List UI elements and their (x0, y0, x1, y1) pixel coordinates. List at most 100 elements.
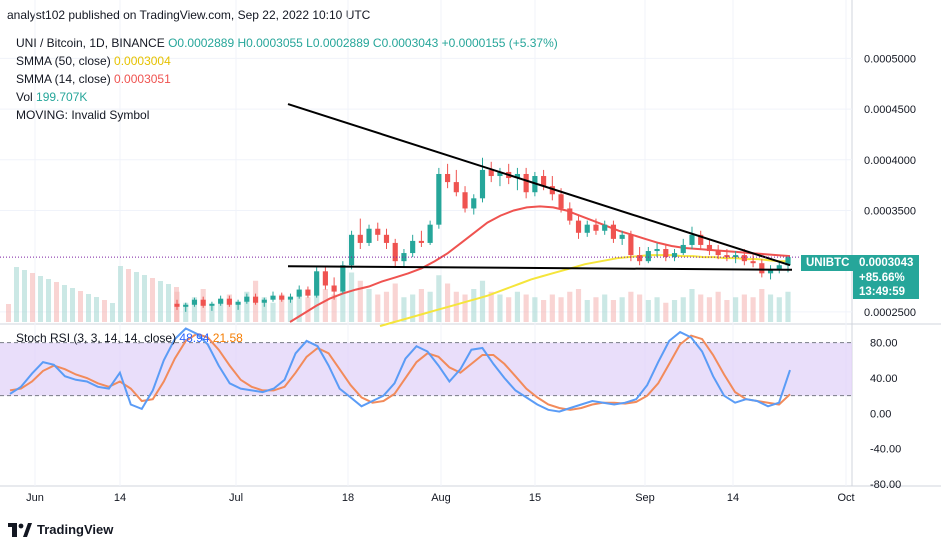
volume-bar (488, 291, 494, 322)
volume-bar (279, 294, 285, 322)
candle-body (244, 296, 250, 302)
volume-bar (118, 266, 123, 322)
volume-bar (305, 297, 311, 322)
volume-bar (584, 300, 590, 322)
legend-volume-row: Vol 199.707K (16, 88, 558, 106)
volume-bar (166, 284, 171, 322)
volume-bar (759, 289, 765, 322)
volume-bar (750, 297, 756, 322)
candle-body (305, 289, 311, 296)
volume-bar (575, 289, 582, 322)
volume-bar (619, 297, 625, 322)
candle-body (514, 173, 520, 179)
candle-body (750, 261, 756, 264)
candle-body (252, 296, 259, 303)
smma50-value: 0.0003004 (114, 54, 171, 68)
volume-bar (593, 297, 599, 322)
volume-bar (150, 278, 155, 322)
candle-body (462, 192, 468, 209)
volume-bar (22, 270, 27, 322)
candle-body (671, 253, 678, 258)
volume-bar (602, 294, 608, 322)
candle-body (637, 255, 643, 262)
volume-bar (392, 283, 398, 322)
candle-body (331, 285, 337, 292)
volume-bar (287, 300, 294, 322)
candle-body (418, 240, 424, 243)
candle-body (235, 301, 241, 305)
volume-label[interactable]: Vol (16, 90, 33, 104)
volume-bar (38, 276, 43, 322)
volume-bar (567, 291, 573, 322)
volume-bar (244, 291, 250, 322)
volume-bar (671, 300, 678, 322)
volume-bar (541, 300, 547, 322)
volume-bar (776, 297, 782, 322)
legend-smma50-row: SMMA (50, close) 0.0003004 (16, 52, 558, 70)
volume-bar (158, 281, 163, 322)
candle-body (218, 298, 224, 304)
candle-body (680, 244, 686, 254)
volume-bar (383, 291, 390, 322)
time-tick-label: 14 (727, 492, 739, 504)
candle-body (575, 220, 582, 233)
price-badge: 0.0003043 +85.66% 13:49:59 (853, 255, 919, 299)
candle-body (654, 249, 660, 252)
ohlc-values: O0.0002889 H0.0003055 L0.0002889 C0.0003… (168, 36, 558, 50)
tradingview-logo-icon (8, 522, 32, 537)
candle-body (593, 224, 599, 231)
volume-bar (767, 294, 774, 322)
candle-body (479, 169, 486, 199)
volume-bar (62, 285, 67, 322)
volume-bar (357, 280, 363, 322)
volume-bar (191, 297, 198, 322)
moving-label[interactable]: MOVING: Invalid Symbol (16, 108, 150, 122)
stoch-label[interactable]: Stoch RSI (3, 3, 14, 14, close) (16, 331, 177, 345)
volume-bar (142, 275, 147, 322)
candle-body (445, 173, 451, 183)
candle-body (296, 289, 302, 297)
candle-body (785, 257, 791, 266)
candle-body (340, 265, 346, 292)
volume-bar (366, 289, 372, 322)
candle-body (602, 224, 608, 231)
volume-bar (348, 272, 355, 322)
volume-bar (331, 294, 337, 322)
candle-body (733, 255, 739, 258)
volume-bar (235, 302, 241, 322)
volume-bar (610, 300, 617, 322)
candle-body (610, 224, 617, 239)
volume-bar (261, 297, 267, 322)
candle-body (191, 299, 198, 305)
volume-bar (340, 291, 346, 322)
time-tick-label: 18 (342, 492, 354, 504)
candle-body (715, 251, 721, 256)
candle-body (767, 269, 774, 274)
stoch-k-value: 48.94 (179, 331, 210, 345)
stoch-d-value: 21.58 (212, 331, 243, 345)
candle-body (724, 255, 730, 258)
volume-bar (479, 280, 486, 322)
volume-bar (418, 289, 424, 322)
smma14-label[interactable]: SMMA (14, close) (16, 72, 111, 86)
volume-bar (445, 283, 451, 322)
volume-bar (401, 297, 407, 322)
volume-bar (296, 291, 302, 322)
candle-body (392, 242, 398, 262)
current-price: 0.0003043 (859, 257, 914, 269)
smma14-value: 0.0003051 (114, 72, 171, 86)
volume-bar (506, 297, 512, 322)
smma50-label[interactable]: SMMA (50, close) (16, 54, 111, 68)
volume-bar (218, 300, 224, 322)
candle-countdown: 13:49:59 (859, 286, 906, 298)
volume-bar (523, 294, 529, 322)
tradingview-logo-text: TradingView (37, 522, 114, 537)
volume-bar (462, 294, 468, 322)
candle-body (698, 234, 704, 245)
candle-body (322, 271, 328, 286)
symbol-label[interactable]: UNI / Bitcoin, 1D, BINANCE (16, 36, 165, 50)
tradingview-logo[interactable]: TradingView (8, 522, 113, 537)
volume-bar (680, 297, 686, 322)
candle-body (383, 234, 390, 243)
